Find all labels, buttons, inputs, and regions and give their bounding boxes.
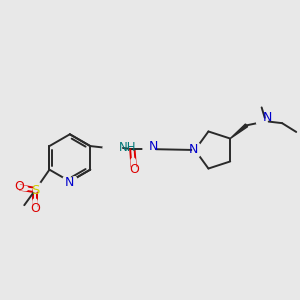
Text: S: S — [31, 184, 40, 196]
Text: N: N — [262, 111, 272, 124]
Text: N: N — [65, 176, 74, 189]
Text: O: O — [15, 180, 25, 193]
Text: O: O — [30, 202, 40, 215]
Text: O: O — [129, 163, 139, 176]
Text: N: N — [189, 142, 198, 156]
Polygon shape — [230, 124, 247, 139]
Text: NH: NH — [118, 140, 136, 154]
Text: N: N — [149, 140, 158, 153]
